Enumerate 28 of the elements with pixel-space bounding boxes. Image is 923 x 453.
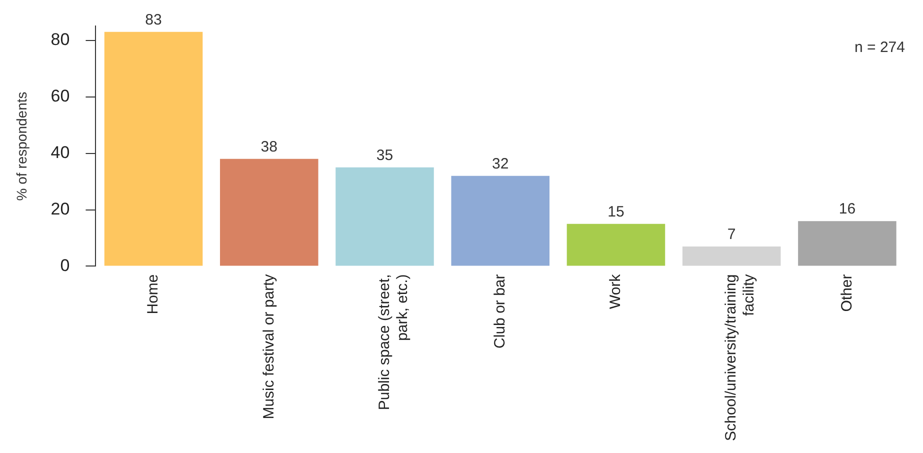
y-axis-title: % of respondents: [13, 92, 30, 201]
data-label: 32: [492, 156, 509, 173]
data-label: 38: [260, 138, 278, 156]
y-tick-label: 40: [50, 142, 70, 162]
bar: [336, 167, 434, 266]
x-tick-label: Work: [607, 274, 624, 309]
bar: [566, 224, 666, 266]
x-tick-label: Club or bar: [491, 274, 508, 348]
x-tick-label: Other: [838, 274, 856, 312]
x-tick-label: Music festival or party: [260, 274, 278, 420]
x-tick-label: School/university/training facility: [722, 274, 758, 442]
y-tick-label: 0: [60, 256, 70, 275]
y-tick-label: 60: [50, 86, 70, 106]
data-label: 35: [376, 147, 394, 164]
bar: [682, 246, 781, 266]
data-label: 15: [608, 204, 624, 221]
bar: [220, 158, 318, 266]
x-tick-label: Home: [144, 274, 162, 314]
data-label: 7: [727, 226, 736, 244]
bar: [451, 176, 550, 266]
y-tick-label: 80: [50, 30, 70, 50]
x-tick-label: Public space (street, park, etc.): [376, 274, 411, 410]
data-label: 16: [838, 200, 856, 218]
annotation: n = 274: [854, 39, 905, 56]
y-tick-label: 20: [50, 199, 70, 218]
bar: [104, 32, 203, 266]
bar: [798, 221, 896, 266]
data-label: 83: [145, 11, 162, 28]
